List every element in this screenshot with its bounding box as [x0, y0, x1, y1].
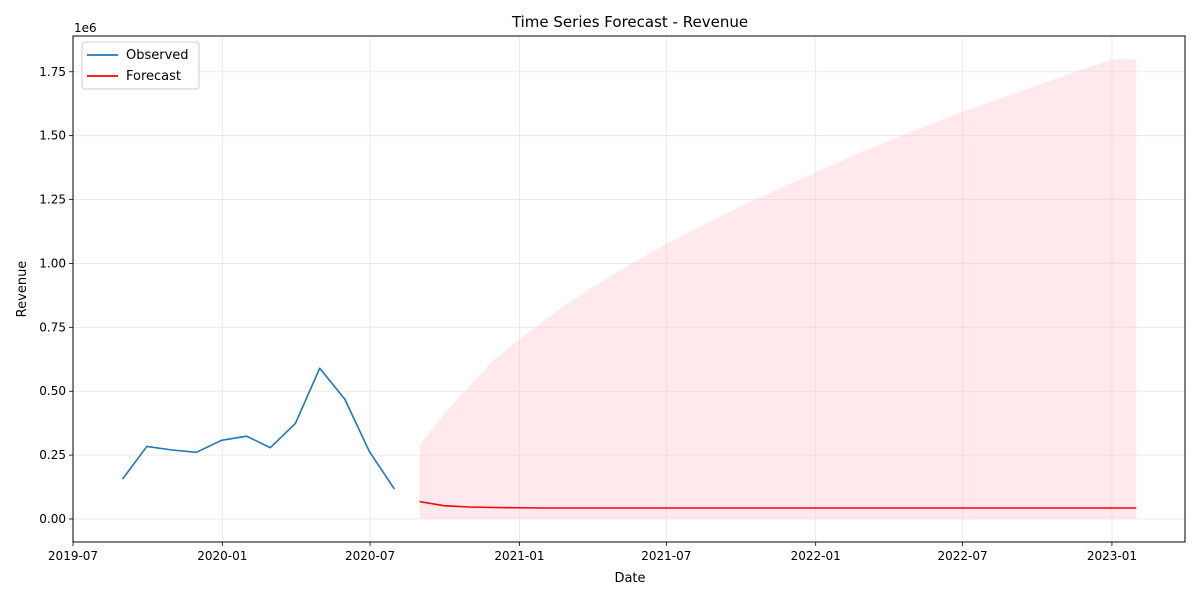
plot-frame — [72, 35, 1186, 543]
y-tick-label: 1.75 — [39, 65, 66, 79]
x-tick-label: 2020-07 — [345, 549, 395, 563]
series-layer — [121, 367, 1137, 509]
x-tick-label: 2021-07 — [641, 549, 691, 563]
y-tick-label: 1.00 — [39, 256, 66, 270]
x-tick-label: 2021-01 — [494, 549, 544, 563]
y-offset-text: 1e6 — [74, 21, 97, 35]
y-tick-label: 0.50 — [39, 384, 66, 398]
y-tick-label: 1.50 — [39, 129, 66, 143]
legend-label-observed: Observed — [126, 48, 189, 63]
x-axis-ticks: 2019-07 2020-01 2020-07 2021-01 2021-07 2022-… — [48, 542, 1137, 563]
y-axis-label: Revenue — [15, 261, 30, 318]
y-tick-label: 1.25 — [39, 193, 66, 207]
x-tick-label: 2020-01 — [197, 549, 247, 563]
confidence-band-layer — [419, 59, 1137, 519]
chart-title: Time Series Forecast - Revenue — [511, 13, 748, 31]
observed-series-line — [121, 367, 396, 490]
y-tick-label: 0.00 — [39, 512, 66, 526]
legend-label-forecast: Forecast — [126, 69, 181, 84]
x-axis-label: Date — [614, 571, 645, 586]
y-tick-label: 0.75 — [39, 320, 66, 334]
y-axis-ticks: 0.00 0.25 0.50 0.75 1.00 1.25 1.50 1.75 — [39, 65, 73, 526]
grid-lines — [72, 36, 1185, 542]
y-tick-label: 0.25 — [39, 448, 66, 462]
x-tick-label: 2022-01 — [791, 549, 841, 563]
legend: Observed Forecast — [81, 41, 200, 90]
x-tick-label: 2022-07 — [938, 549, 988, 563]
x-tick-label: 2023-01 — [1087, 549, 1137, 563]
forecast-series-line — [419, 500, 1137, 509]
x-tick-label: 2019-07 — [48, 549, 98, 563]
legend-box — [81, 41, 200, 90]
forecast-confidence-band — [419, 59, 1137, 519]
